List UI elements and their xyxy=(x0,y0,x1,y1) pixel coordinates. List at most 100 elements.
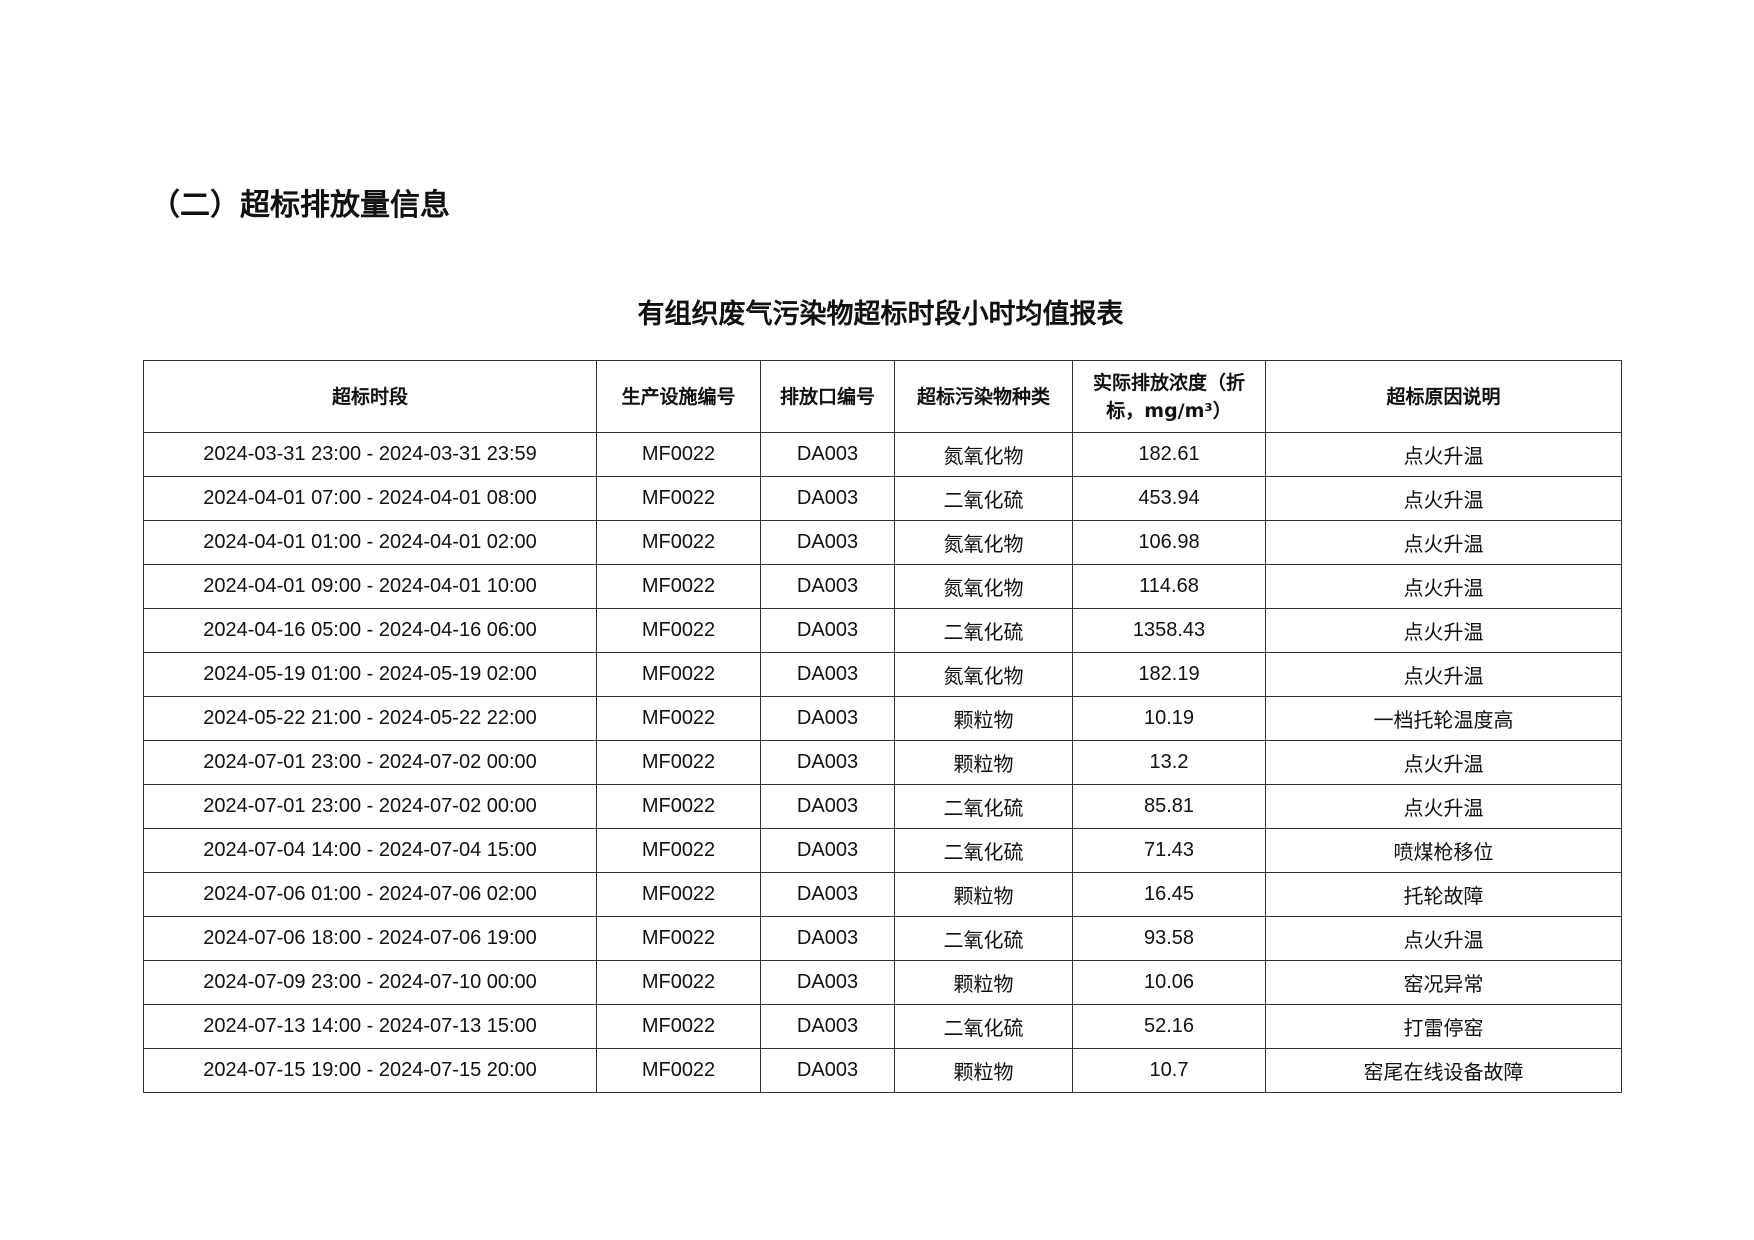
cell-outlet-id: DA003 xyxy=(760,828,895,873)
cell-facility-id: MF0022 xyxy=(596,872,761,917)
cell-period: 2024-07-13 14:00 - 2024-07-13 15:00 xyxy=(143,1004,597,1049)
cell-period: 2024-07-04 14:00 - 2024-07-04 15:00 xyxy=(143,828,597,873)
cell-concentration: 85.81 xyxy=(1072,784,1266,829)
cell-pollutant: 氮氧化物 xyxy=(894,564,1073,609)
cell-reason: 打雷停窑 xyxy=(1265,1004,1622,1049)
cell-facility-id: MF0022 xyxy=(596,652,761,697)
table-row: 2024-04-16 05:00 - 2024-04-16 06:00 MF002… xyxy=(143,608,1622,653)
cell-outlet-id: DA003 xyxy=(760,652,895,697)
cell-concentration: 453.94 xyxy=(1072,476,1266,521)
cell-facility-id: MF0022 xyxy=(596,564,761,609)
cell-outlet-id: DA003 xyxy=(760,608,895,653)
cell-pollutant: 二氧化硫 xyxy=(894,1004,1073,1049)
table-row: 2024-05-19 01:00 - 2024-05-19 02:00 MF002… xyxy=(143,652,1622,697)
cell-reason: 一档托轮温度高 xyxy=(1265,696,1622,741)
table-row: 2024-07-13 14:00 - 2024-07-13 15:00 MF002… xyxy=(143,1004,1622,1049)
table-row: 2024-05-22 21:00 - 2024-05-22 22:00 MF002… xyxy=(143,696,1622,741)
cell-reason: 窑况异常 xyxy=(1265,960,1622,1005)
cell-facility-id: MF0022 xyxy=(596,1004,761,1049)
cell-facility-id: MF0022 xyxy=(596,476,761,521)
cell-facility-id: MF0022 xyxy=(596,608,761,653)
cell-facility-id: MF0022 xyxy=(596,828,761,873)
cell-reason: 点火升温 xyxy=(1265,608,1622,653)
cell-facility-id: MF0022 xyxy=(596,960,761,1005)
cell-reason: 喷煤枪移位 xyxy=(1265,828,1622,873)
header-pollutant: 超标污染物种类 xyxy=(894,360,1073,433)
cell-reason: 点火升温 xyxy=(1265,476,1622,521)
cell-outlet-id: DA003 xyxy=(760,740,895,785)
table-title: 有组织废气污染物超标时段小时均值报表 xyxy=(637,299,1124,330)
cell-concentration: 52.16 xyxy=(1072,1004,1266,1049)
cell-period: 2024-05-19 01:00 - 2024-05-19 02:00 xyxy=(143,652,597,697)
table-row: 2024-04-01 07:00 - 2024-04-01 08:00 MF002… xyxy=(143,476,1622,521)
cell-concentration: 182.61 xyxy=(1072,432,1266,477)
table-row: 2024-07-09 23:00 - 2024-07-10 00:00 MF002… xyxy=(143,960,1622,1005)
cell-pollutant: 颗粒物 xyxy=(894,1048,1073,1093)
cell-outlet-id: DA003 xyxy=(760,476,895,521)
cell-reason: 点火升温 xyxy=(1265,564,1622,609)
cell-outlet-id: DA003 xyxy=(760,1004,895,1049)
cell-concentration: 13.2 xyxy=(1072,740,1266,785)
cell-facility-id: MF0022 xyxy=(596,784,761,829)
cell-period: 2024-04-01 07:00 - 2024-04-01 08:00 xyxy=(143,476,597,521)
cell-concentration: 1358.43 xyxy=(1072,608,1266,653)
cell-period: 2024-07-01 23:00 - 2024-07-02 00:00 xyxy=(143,740,597,785)
cell-pollutant: 颗粒物 xyxy=(894,696,1073,741)
cell-pollutant: 二氧化硫 xyxy=(894,828,1073,873)
cell-reason: 点火升温 xyxy=(1265,740,1622,785)
cell-pollutant: 颗粒物 xyxy=(894,960,1073,1005)
cell-period: 2024-03-31 23:00 - 2024-03-31 23:59 xyxy=(143,432,597,477)
cell-concentration: 10.06 xyxy=(1072,960,1266,1005)
cell-reason: 托轮故障 xyxy=(1265,872,1622,917)
cell-outlet-id: DA003 xyxy=(760,1048,895,1093)
cell-facility-id: MF0022 xyxy=(596,1048,761,1093)
exceedance-table: 超标时段 生产设施编号 排放口编号 超标污染物种类 实际排放浓度（折标，mg/m… xyxy=(143,360,1622,1093)
table-row: 2024-04-01 09:00 - 2024-04-01 10:00 MF002… xyxy=(143,564,1622,609)
header-row: 超标时段 生产设施编号 排放口编号 超标污染物种类 实际排放浓度（折标，mg/m… xyxy=(143,360,1622,433)
cell-facility-id: MF0022 xyxy=(596,916,761,961)
cell-pollutant: 氮氧化物 xyxy=(894,520,1073,565)
cell-outlet-id: DA003 xyxy=(760,520,895,565)
cell-period: 2024-04-01 01:00 - 2024-04-01 02:00 xyxy=(143,520,597,565)
table-row: 2024-04-01 01:00 - 2024-04-01 02:00 MF002… xyxy=(143,520,1622,565)
cell-facility-id: MF0022 xyxy=(596,520,761,565)
table-row: 2024-07-01 23:00 - 2024-07-02 00:00 MF002… xyxy=(143,784,1622,829)
table-row: 2024-07-04 14:00 - 2024-07-04 15:00 MF002… xyxy=(143,828,1622,873)
cell-facility-id: MF0022 xyxy=(596,696,761,741)
cell-facility-id: MF0022 xyxy=(596,432,761,477)
cell-pollutant: 颗粒物 xyxy=(894,740,1073,785)
header-concentration: 实际排放浓度（折标，mg/m³） xyxy=(1072,360,1266,433)
table-row: 2024-07-06 01:00 - 2024-07-06 02:00 MF002… xyxy=(143,872,1622,917)
cell-period: 2024-04-16 05:00 - 2024-04-16 06:00 xyxy=(143,608,597,653)
cell-pollutant: 二氧化硫 xyxy=(894,916,1073,961)
header-period: 超标时段 xyxy=(143,360,597,433)
cell-concentration: 114.68 xyxy=(1072,564,1266,609)
cell-reason: 窑尾在线设备故障 xyxy=(1265,1048,1622,1093)
cell-facility-id: MF0022 xyxy=(596,740,761,785)
cell-outlet-id: DA003 xyxy=(760,960,895,1005)
table-row: 2024-07-15 19:00 - 2024-07-15 20:00 MF002… xyxy=(143,1048,1622,1093)
cell-reason: 点火升温 xyxy=(1265,784,1622,829)
cell-concentration: 10.19 xyxy=(1072,696,1266,741)
cell-period: 2024-05-22 21:00 - 2024-05-22 22:00 xyxy=(143,696,597,741)
cell-outlet-id: DA003 xyxy=(760,916,895,961)
cell-period: 2024-07-06 18:00 - 2024-07-06 19:00 xyxy=(143,916,597,961)
cell-outlet-id: DA003 xyxy=(760,564,895,609)
cell-reason: 点火升温 xyxy=(1265,916,1622,961)
cell-concentration: 16.45 xyxy=(1072,872,1266,917)
cell-period: 2024-07-01 23:00 - 2024-07-02 00:00 xyxy=(143,784,597,829)
section-heading: （二）超标排放量信息 xyxy=(150,188,450,223)
cell-concentration: 182.19 xyxy=(1072,652,1266,697)
cell-concentration: 10.7 xyxy=(1072,1048,1266,1093)
cell-outlet-id: DA003 xyxy=(760,784,895,829)
table-row: 2024-07-06 18:00 - 2024-07-06 19:00 MF002… xyxy=(143,916,1622,961)
cell-outlet-id: DA003 xyxy=(760,872,895,917)
cell-concentration: 93.58 xyxy=(1072,916,1266,961)
cell-pollutant: 二氧化硫 xyxy=(894,784,1073,829)
cell-outlet-id: DA003 xyxy=(760,432,895,477)
cell-pollutant: 二氧化硫 xyxy=(894,608,1073,653)
cell-pollutant: 二氧化硫 xyxy=(894,476,1073,521)
cell-pollutant: 颗粒物 xyxy=(894,872,1073,917)
cell-period: 2024-07-15 19:00 - 2024-07-15 20:00 xyxy=(143,1048,597,1093)
cell-pollutant: 氮氧化物 xyxy=(894,432,1073,477)
